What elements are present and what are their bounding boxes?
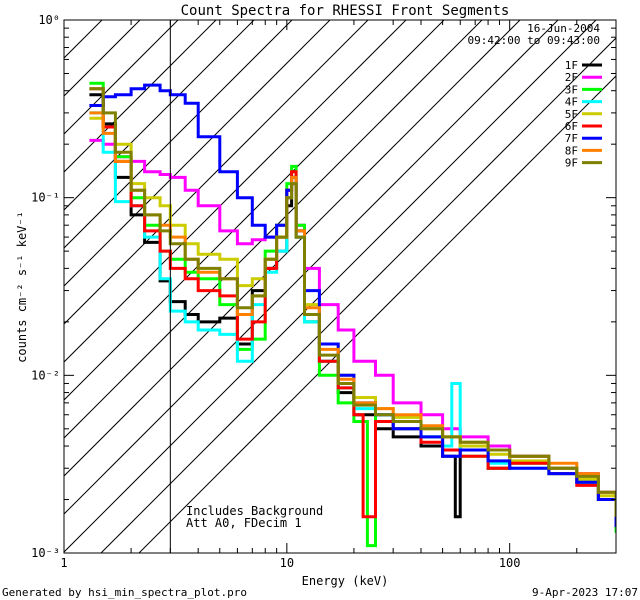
annotation-background: Includes Background (186, 504, 323, 518)
footer-generator: Generated by hsi_min_spectra_plot.pro (2, 586, 247, 599)
hatch-line (64, 20, 369, 325)
legend-label-5F: 5F (565, 108, 578, 121)
hatch-line (100, 37, 616, 553)
time-range-label: 09:42:00 to 09:43:00 (468, 34, 600, 47)
legend-label-7F: 7F (565, 132, 578, 145)
hatch-line (64, 20, 255, 211)
y-tick-label: 10⁻² (31, 368, 60, 382)
annotation-attenuator: Att A0, FDecim 1 (186, 516, 302, 530)
hatch-line (64, 20, 179, 135)
series-line-3F (89, 81, 616, 548)
hatch-line (64, 20, 407, 363)
plot-frame (63, 19, 617, 554)
chart-title: Count Spectra for RHESSI Front Segments (181, 3, 510, 19)
legend-label-8F: 8F (565, 144, 578, 157)
hatch-line (64, 20, 331, 287)
legend-label-4F: 4F (565, 96, 578, 109)
legend-label-6F: 6F (565, 120, 578, 133)
footer-timestamp: 9-Apr-2023 17:07 (532, 586, 638, 599)
hatch-line (64, 20, 445, 401)
y-axis-label: counts cm⁻² s⁻¹ keV⁻¹ (15, 211, 29, 363)
x-axis-label: Energy (keV) (302, 574, 389, 588)
legend-label-3F: 3F (565, 83, 578, 96)
y-tick-label: 10⁰ (38, 13, 60, 27)
legend-label-9F: 9F (565, 157, 578, 170)
y-tick-label: 10⁻¹ (31, 191, 60, 205)
hatch-line (138, 75, 616, 553)
hatch-line (64, 20, 65, 21)
hatch-line (64, 20, 483, 439)
hatch-line (64, 20, 217, 173)
series-group (89, 81, 616, 548)
hatch-line (64, 20, 521, 477)
x-tick-label: 10 (280, 556, 294, 570)
legend-label-2F: 2F (565, 71, 578, 84)
y-tick-label: 10⁻³ (31, 546, 60, 560)
hatched-region (64, 20, 616, 553)
series-line-9F (89, 87, 616, 517)
legend-label-1F: 1F (565, 59, 578, 72)
hatch-line (64, 20, 559, 515)
x-tick-label: 1 (60, 556, 67, 570)
axis-ticks: 1 10 100 10⁻³ 10⁻² 10⁻¹ 10⁰ (31, 13, 617, 570)
date-label: 16-Jun-2004 (527, 22, 600, 35)
hatch-line (64, 20, 597, 553)
x-tick-label: 100 (499, 556, 521, 570)
hatch-line (64, 20, 293, 249)
